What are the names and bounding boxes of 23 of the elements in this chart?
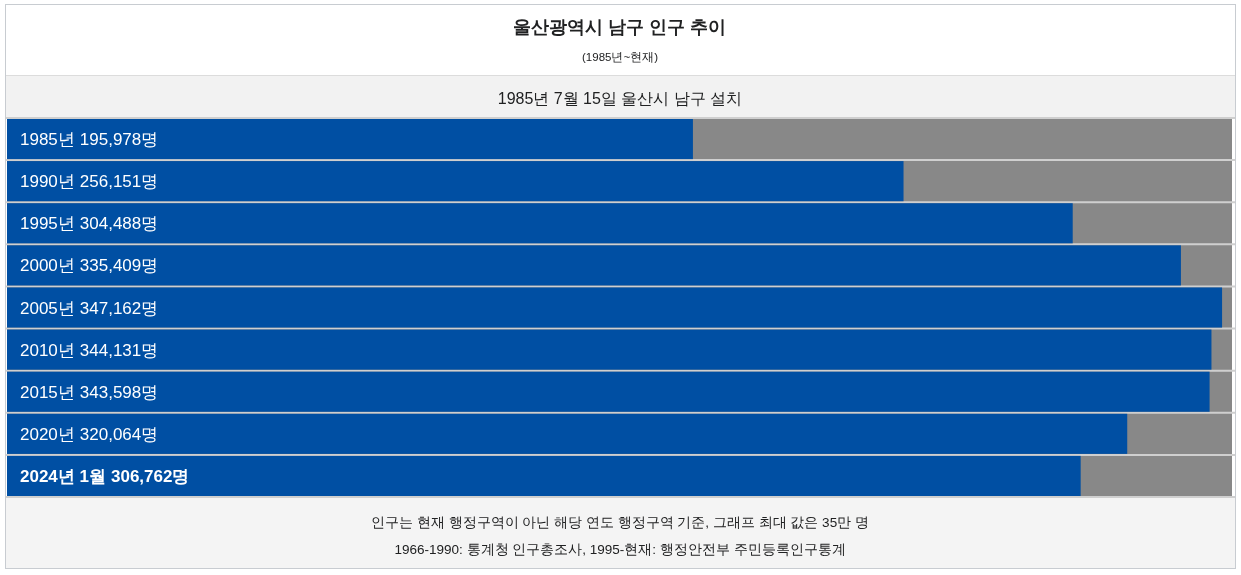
data-label: 256,151명	[79, 172, 159, 192]
chart-subtitle: (1985년~현재)	[582, 51, 659, 63]
data-label: 347,162명	[79, 298, 159, 318]
data-label: 320,064명	[79, 424, 159, 444]
y-tick-label: 1990년	[20, 172, 75, 192]
data-label: 344,131명	[79, 340, 159, 360]
data-label: 304,488명	[79, 214, 159, 234]
y-tick-label: 2000년	[20, 256, 75, 276]
y-tick-label: 2005년	[20, 298, 75, 318]
y-tick-label: 2020년	[20, 424, 75, 444]
text: 인구는 현재 행정구역이 아닌 해당 연도 행정구역 기준, 그래프 최대 값은 35만 명	[371, 515, 869, 530]
text: 1985년 7월 15일 울산시 남구 설치	[497, 90, 743, 107]
y-tick-label: 2010년	[20, 340, 75, 360]
y-tick-label: 2024년 1월	[20, 466, 106, 486]
data-label: 343,598명	[79, 382, 159, 402]
y-tick-label: 2015년	[20, 382, 75, 402]
y-tick-label: 1985년	[20, 130, 75, 150]
text: 1966-1990: 통계청 인구총조사, 1995-현재: 행정안전부 주민등록인구통계	[394, 542, 846, 557]
chart-title: 울산광역시 남구 인구 추이	[513, 17, 727, 37]
data-label: 195,978명	[79, 130, 159, 150]
y-tick-label: 1995년	[20, 214, 75, 234]
data-label: 306,762명	[111, 466, 190, 486]
data-label: 335,409명	[79, 256, 159, 276]
